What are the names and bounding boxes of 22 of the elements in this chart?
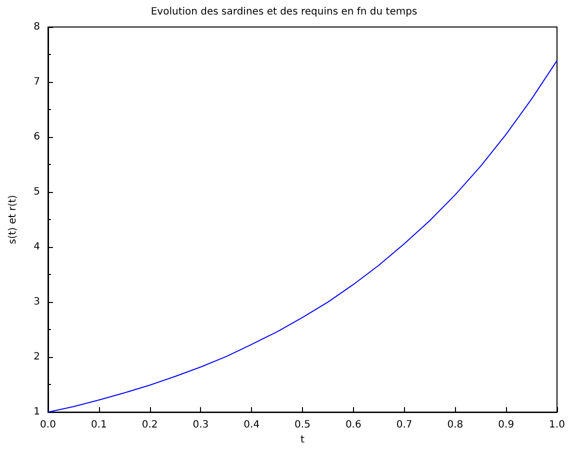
y-tick-label: 4 — [34, 242, 40, 253]
x-tick-label: 1.0 — [549, 420, 565, 431]
y-tick-label: 5 — [34, 186, 40, 198]
y-tick-label: 1 — [34, 406, 40, 418]
x-tick-label: 0.4 — [244, 420, 260, 431]
x-tick-label: 0.0 — [40, 420, 56, 431]
y-tick-label: 7 — [34, 76, 40, 88]
y-tick-label: 6 — [34, 132, 40, 143]
x-tick-label: 0.8 — [447, 420, 464, 431]
y-tick-label: 8 — [34, 22, 40, 32]
x-tick-label: 0.6 — [345, 420, 362, 431]
x-tick-label: 0.7 — [396, 420, 412, 431]
y-tick-label: 2 — [34, 352, 40, 363]
chart-title: Evolution des sardines et des requins en fn du temps — [150, 6, 418, 18]
y-tick-label: 3 — [34, 296, 40, 308]
x-tick-label: 0.5 — [294, 420, 310, 431]
x-tick-label: 0.2 — [142, 420, 158, 431]
y-axis-title: s(t) et r(t) — [8, 194, 18, 244]
x-tick-label: 0.1 — [90, 420, 107, 431]
x-tick-label: 0.9 — [498, 420, 514, 431]
x-tick-label: 0.3 — [192, 420, 209, 431]
x-axis-title: t — [300, 434, 305, 446]
